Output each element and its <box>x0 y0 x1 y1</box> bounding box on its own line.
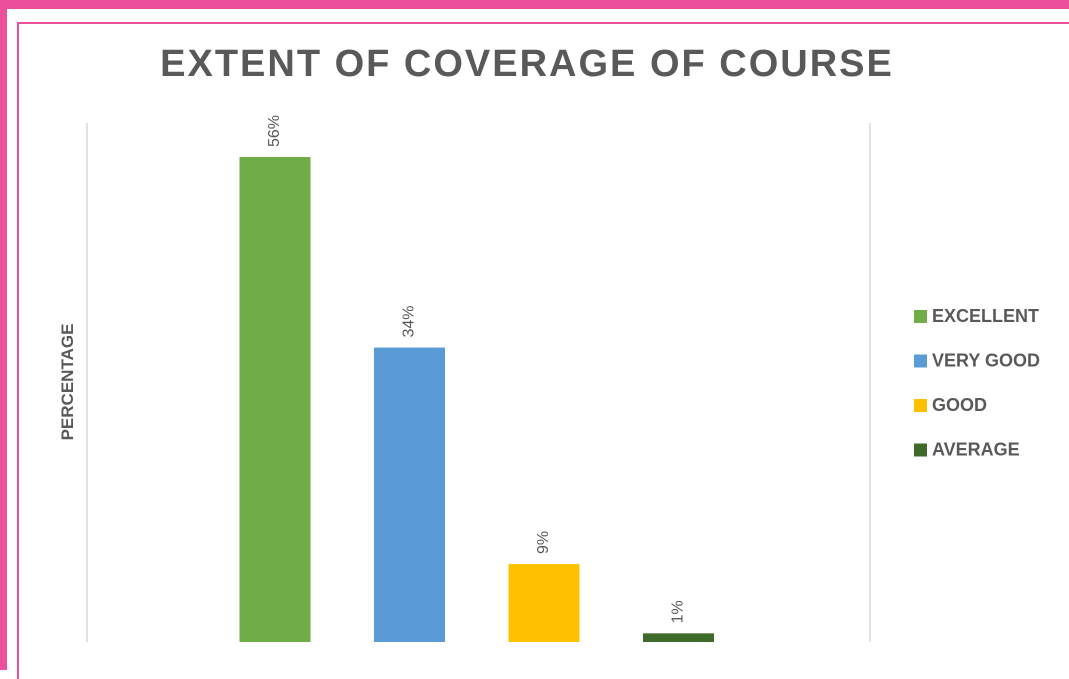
legend-swatch-average <box>914 443 927 457</box>
legend-label-average: AVERAGE <box>932 439 1020 459</box>
bar-average <box>643 633 714 642</box>
data-label-average: 1% <box>670 600 687 623</box>
bar-very-good <box>374 347 445 642</box>
legend-swatch-very-good <box>914 354 927 368</box>
bars-group <box>239 157 714 642</box>
data-label-excellent: 56% <box>266 115 283 147</box>
bar-good <box>508 564 580 642</box>
chart-frame-inner <box>17 22 1069 679</box>
chart-title: EXTENT OF COVERAGE OF COURSE <box>160 43 894 85</box>
legend-swatch-good <box>914 399 927 412</box>
legend-label-good: GOOD <box>932 395 987 415</box>
y-axis-label: PERCENTAGE <box>58 324 77 441</box>
legend: EXCELLENT VERY GOOD GOOD AVERAGE <box>914 306 1040 459</box>
legend-label-very-good: VERY GOOD <box>932 350 1040 370</box>
legend-swatch-excellent <box>914 310 927 323</box>
data-labels-group: 56% 34% 9% 1% <box>266 115 687 623</box>
bar-excellent <box>239 157 311 642</box>
legend-label-excellent: EXCELLENT <box>932 306 1039 326</box>
data-label-good: 9% <box>535 531 552 554</box>
data-label-very-good: 34% <box>401 306 418 338</box>
